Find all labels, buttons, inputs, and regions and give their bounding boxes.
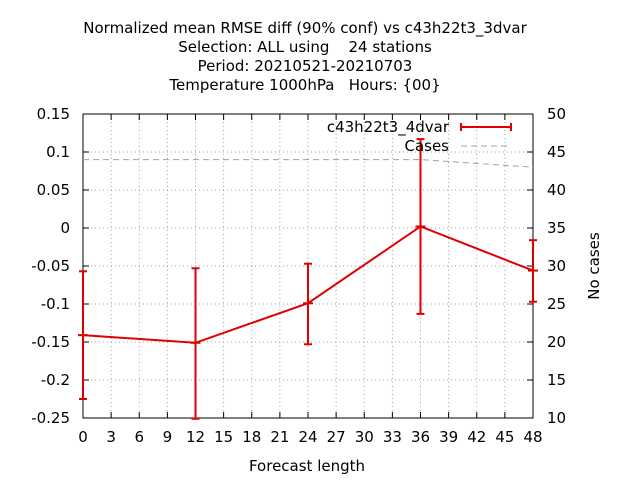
y-tick-label: -0.2 <box>41 371 70 389</box>
title-line-1: Normalized mean RMSE diff (90% conf) vs … <box>83 19 527 38</box>
x-tick-label: 12 <box>186 428 205 446</box>
x-tick-label: 3 <box>106 428 116 446</box>
x-tick-label: 24 <box>298 428 317 446</box>
y2-tick-label: 15 <box>547 371 566 389</box>
x-tick-label: 48 <box>523 428 542 446</box>
y2-tick-label: 45 <box>547 143 566 161</box>
legend-label-c43h22t3-4dvar: c43h22t3_4dvar <box>327 118 450 137</box>
cases-line <box>83 159 534 168</box>
title-line-2: Selection: ALL using 24 stations <box>178 38 432 56</box>
y-tick-label: -0.1 <box>41 295 70 313</box>
y2-tick-label: 20 <box>547 333 566 351</box>
y2-tick-label: 40 <box>547 181 566 199</box>
x-tick-label: 15 <box>214 428 233 446</box>
series-c43h22t3-4dvar <box>78 138 538 420</box>
y-tick-label: 0.05 <box>37 181 70 199</box>
x-tick-label: 36 <box>411 428 430 446</box>
x-tick-label: 33 <box>383 428 402 446</box>
y-tick-label: 0.15 <box>37 105 70 123</box>
x-tick-label: 30 <box>355 428 374 446</box>
chart-title: Normalized mean RMSE diff (90% conf) vs … <box>83 19 527 94</box>
legend: c43h22t3_4dvar Cases <box>327 118 512 155</box>
y-axis-ticks: 0.15 0.1 0.05 0 -0.05 -0.1 -0.15 -0.2 -0.25 <box>31 105 89 427</box>
x-tick-label: 27 <box>327 428 346 446</box>
x-axis-ticks: 0 3 6 9 12 15 18 21 24 27 30 33 36 39 42 45 48 <box>78 114 543 446</box>
y2-axis-label: No cases <box>585 232 603 300</box>
y2-tick-label: 25 <box>547 295 566 313</box>
x-tick-label: 42 <box>467 428 486 446</box>
y-tick-label: -0.25 <box>31 409 70 427</box>
x-tick-label: 21 <box>270 428 289 446</box>
y-tick-label: 0 <box>60 219 70 237</box>
x-tick-label: 39 <box>439 428 458 446</box>
x-tick-label: 18 <box>242 428 261 446</box>
y2-tick-label: 10 <box>547 409 566 427</box>
x-tick-label: 0 <box>78 428 88 446</box>
title-line-4: Temperature 1000hPa Hours: {00} <box>168 76 440 94</box>
series-cases <box>83 159 534 168</box>
x-tick-label: 9 <box>163 428 173 446</box>
title-line-3: Period: 20210521-20210703 <box>198 57 413 75</box>
y2-tick-label: 30 <box>547 257 566 275</box>
legend-label-cases: Cases <box>404 137 449 155</box>
y-tick-label: 0.1 <box>46 143 70 161</box>
y2-tick-label: 50 <box>547 105 566 123</box>
y-tick-label: -0.05 <box>31 257 70 275</box>
x-tick-label: 6 <box>134 428 144 446</box>
x-tick-label: 45 <box>495 428 514 446</box>
y2-tick-label: 35 <box>547 219 566 237</box>
y2-axis-ticks: 50 45 40 35 30 25 20 15 10 <box>527 105 566 427</box>
y-tick-label: -0.15 <box>31 333 70 351</box>
x-axis-label: Forecast length <box>249 457 365 475</box>
